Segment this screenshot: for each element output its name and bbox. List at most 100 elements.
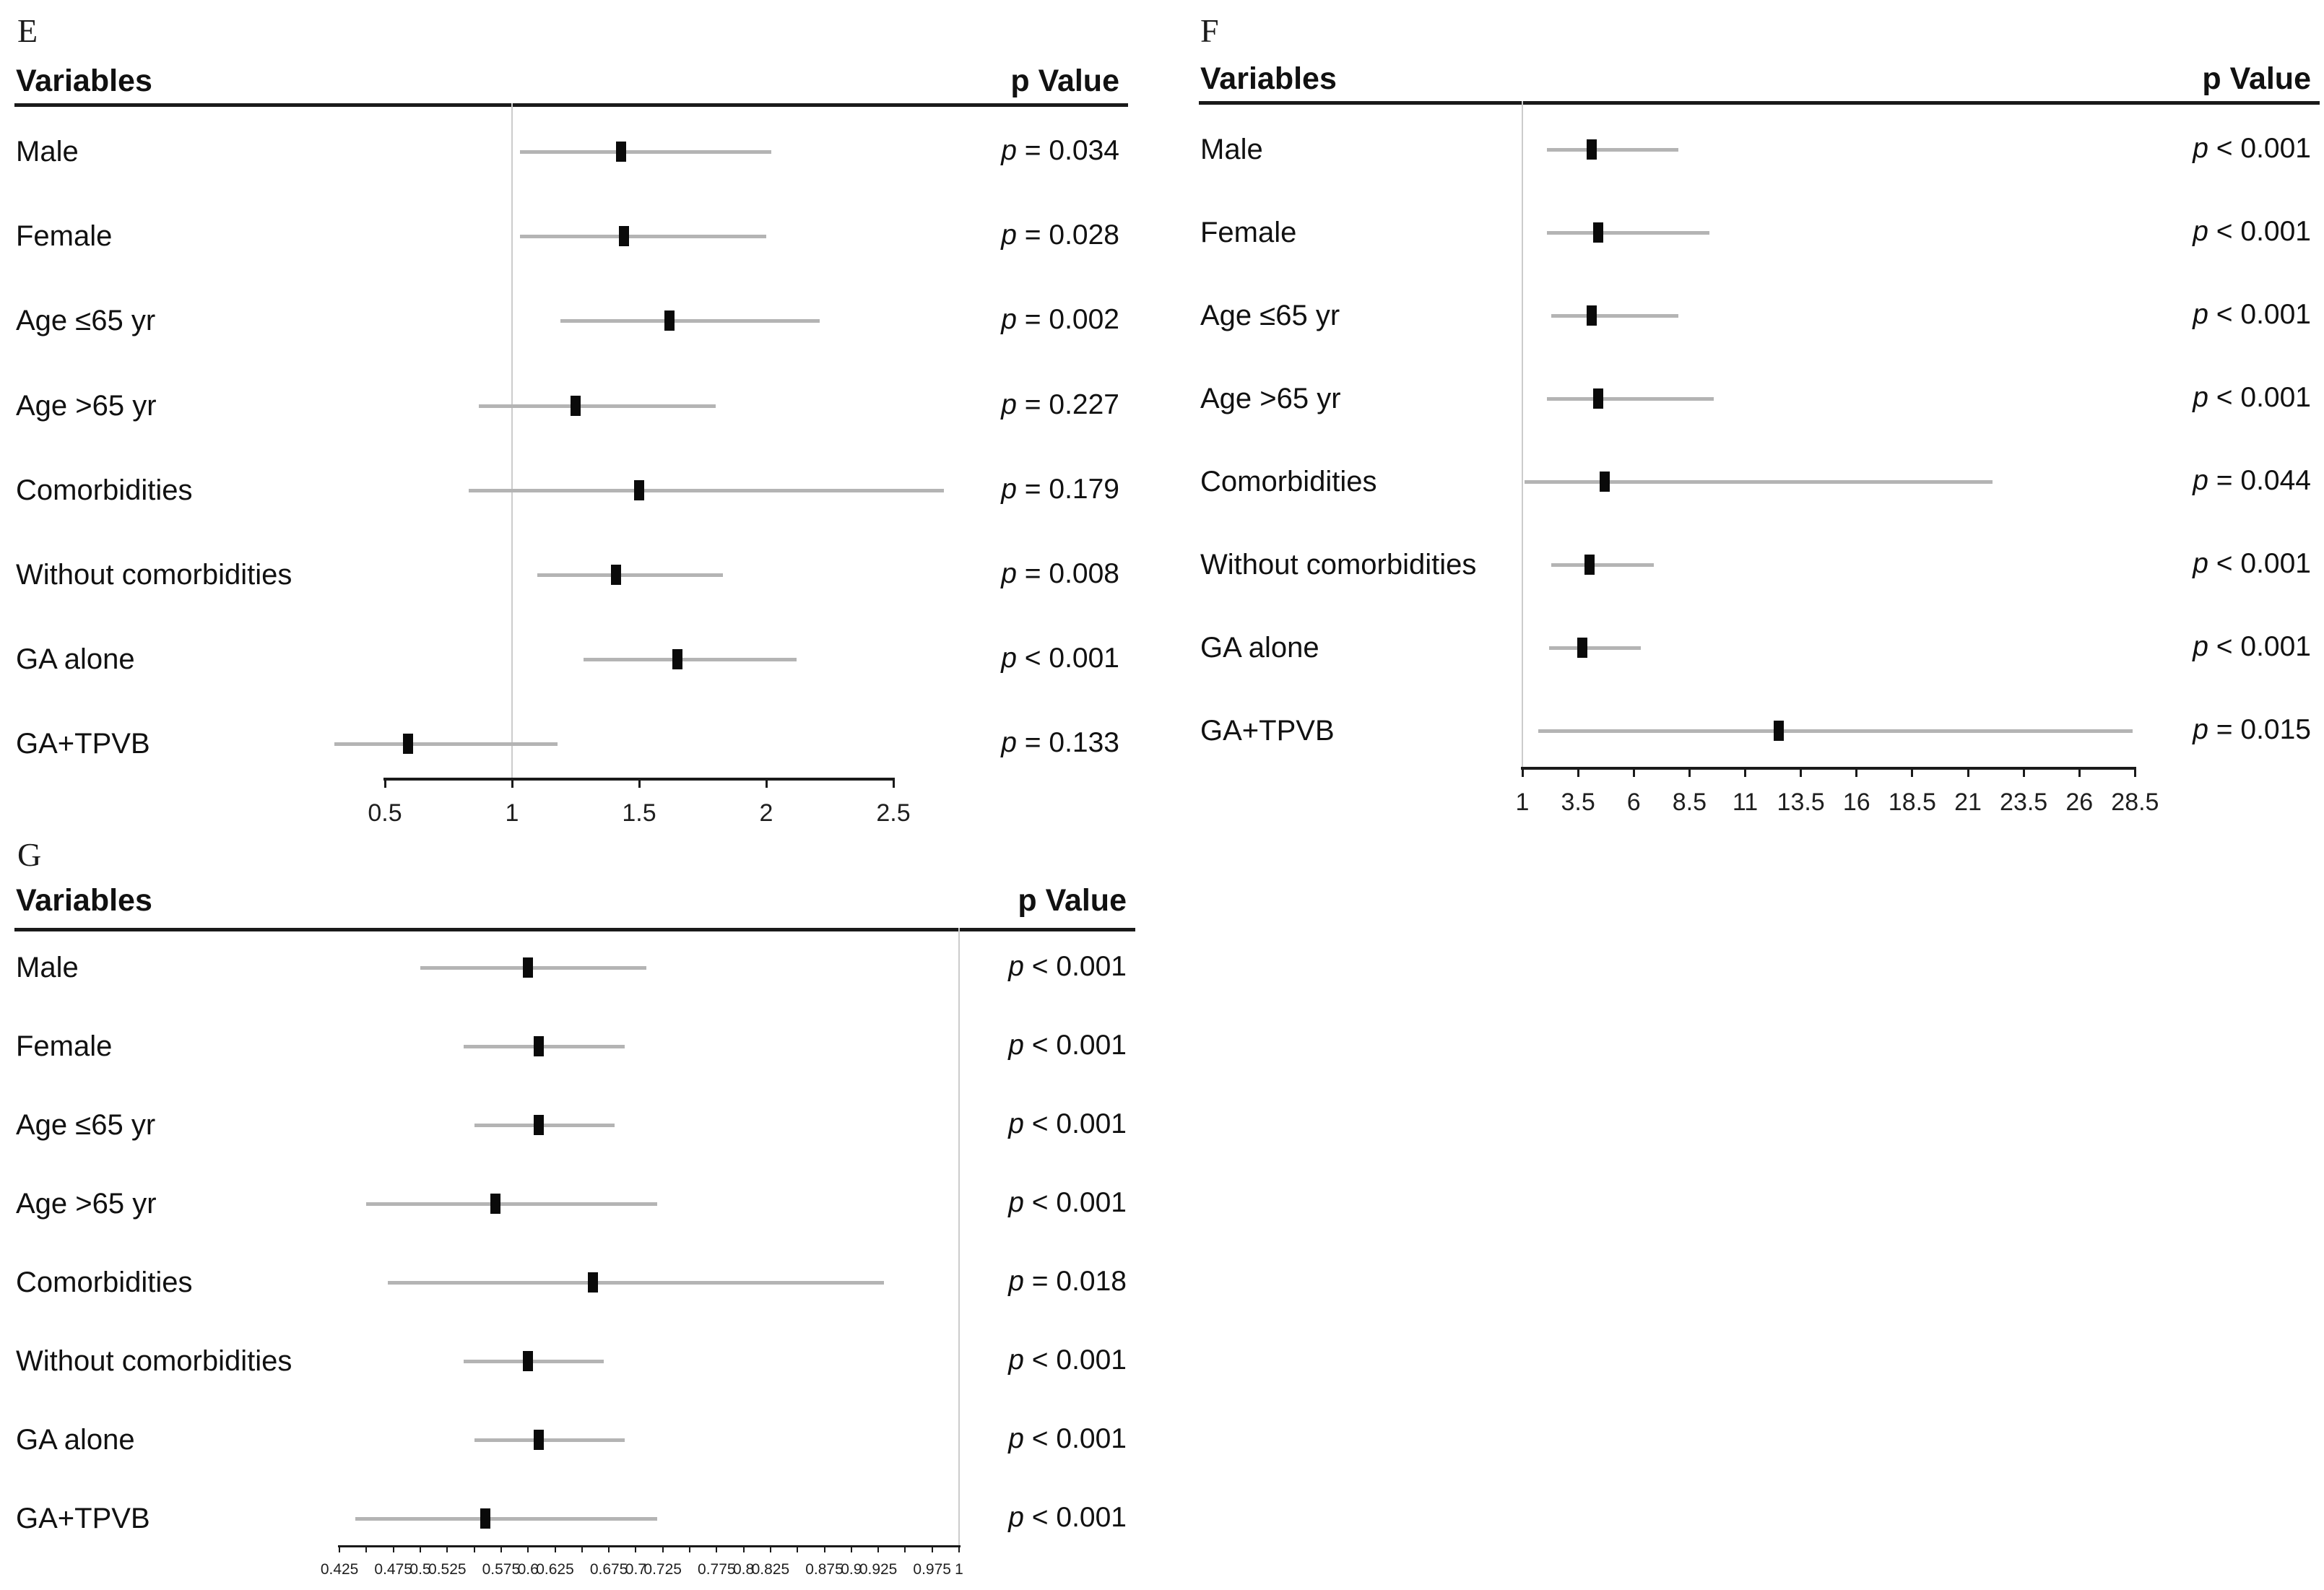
x-axis-tick-label: 0.575 — [482, 1561, 521, 1578]
point-estimate-marker — [1586, 305, 1597, 326]
p-value: p < 0.001 — [1001, 640, 1119, 677]
point-estimate-marker — [616, 142, 627, 162]
x-axis-tick — [662, 1545, 664, 1552]
point-estimate-marker — [1773, 721, 1784, 741]
x-axis-tick-label: 0.5 — [409, 1561, 431, 1578]
x-axis-tick — [850, 1545, 852, 1552]
p-value: p < 0.001 — [1008, 948, 1127, 986]
confidence-interval-line — [1525, 480, 1993, 484]
p-value-text: < 0.001 — [1023, 1187, 1127, 1218]
x-axis-tick — [339, 1545, 341, 1552]
x-axis-tick-label: 13.5 — [1777, 789, 1825, 816]
x-axis-tick-label: 1.5 — [622, 799, 656, 827]
reference-line — [958, 928, 960, 1545]
p-value: p < 0.001 — [2193, 130, 2311, 168]
row-variable-label: Without comorbidities — [16, 559, 292, 591]
p-symbol: p — [2193, 299, 2208, 330]
p-value: p < 0.001 — [1008, 1499, 1127, 1537]
p-value-text: < 0.001 — [2208, 382, 2311, 413]
x-axis-tick-label: 0.9 — [841, 1561, 862, 1578]
p-symbol: p — [1008, 1108, 1024, 1139]
x-axis-tick — [1577, 767, 1579, 777]
x-axis-tick — [958, 1545, 960, 1552]
p-symbol: p — [2193, 216, 2208, 247]
row-variable-label: Age >65 yr — [16, 389, 157, 422]
x-axis-tick-label: 1 — [955, 1561, 963, 1578]
row-variable-label: GA+TPVB — [16, 728, 150, 760]
p-value-text: < 0.001 — [1023, 951, 1127, 982]
x-axis-tick — [608, 1545, 610, 1552]
point-estimate-marker — [1584, 555, 1595, 575]
variables-column-header: Variables — [16, 64, 152, 98]
panel-letter: F — [1200, 12, 1219, 49]
confidence-interval-line — [560, 319, 820, 323]
x-axis-tick — [383, 778, 386, 788]
point-estimate-marker — [480, 1508, 490, 1529]
p-symbol: p — [1001, 473, 1017, 505]
confidence-interval-line — [1546, 148, 1678, 152]
x-axis-line — [1521, 767, 2137, 770]
x-axis-tick — [765, 778, 768, 788]
p-value-text: = 0.002 — [1016, 304, 1119, 336]
row-variable-label: Without comorbidities — [1200, 549, 1477, 581]
point-estimate-marker — [534, 1430, 545, 1450]
x-axis-tick-label: 0.725 — [643, 1561, 682, 1578]
point-estimate-marker — [1592, 222, 1603, 243]
p-symbol: p — [1008, 1030, 1024, 1061]
p-symbol: p — [1008, 951, 1024, 982]
x-axis-tick — [2133, 767, 2136, 777]
x-axis-tick-label: 0.7 — [625, 1561, 646, 1578]
p-value: p = 0.008 — [1001, 555, 1119, 593]
x-axis-tick — [446, 1545, 448, 1552]
confidence-interval-line — [474, 1124, 615, 1127]
point-estimate-marker — [672, 649, 682, 670]
x-axis-tick — [689, 1545, 690, 1552]
row-variable-label: Age ≤65 yr — [16, 1109, 156, 1141]
x-axis-tick-label: 0.6 — [517, 1561, 539, 1578]
p-value-text: < 0.001 — [1023, 1423, 1127, 1454]
row-variable-label: Without comorbidities — [16, 1345, 292, 1377]
p-value: p < 0.001 — [1008, 1184, 1127, 1222]
x-axis-tick — [716, 1545, 718, 1552]
p-symbol: p — [2193, 548, 2208, 579]
x-axis-tick-label: 16 — [1842, 789, 1870, 816]
confidence-interval-line — [537, 573, 724, 577]
row-variable-label: Female — [16, 1030, 113, 1062]
p-value: p < 0.001 — [1008, 1027, 1127, 1064]
x-axis-tick-label: 0.675 — [589, 1561, 628, 1578]
point-estimate-marker — [523, 957, 534, 978]
row-variable-label: Male — [1200, 134, 1263, 165]
forest-panel-g: G Variables p Value Male p < 0.001 Female p… — [14, 834, 1135, 1589]
p-value: p < 0.001 — [2193, 213, 2311, 251]
x-axis-tick — [1688, 767, 1691, 777]
x-axis-tick-label: 26 — [2065, 789, 2094, 816]
pvalue-column-header: p Value — [1010, 64, 1119, 98]
p-value: p < 0.001 — [1008, 1342, 1127, 1379]
point-estimate-marker — [611, 565, 622, 585]
x-axis-tick-label: 28.5 — [2111, 789, 2159, 816]
p-symbol: p — [1001, 135, 1017, 166]
x-axis-tick — [635, 1545, 637, 1552]
p-value: p < 0.001 — [2193, 296, 2311, 334]
x-axis-tick — [638, 778, 641, 788]
point-estimate-marker — [1586, 139, 1597, 160]
p-symbol: p — [1008, 1266, 1024, 1297]
p-symbol: p — [1001, 388, 1017, 420]
header-rule — [14, 928, 1135, 931]
p-value: p = 0.044 — [2193, 462, 2311, 500]
x-axis-tick-label: 8.5 — [1672, 789, 1707, 816]
variables-column-header: Variables — [1200, 61, 1337, 96]
x-axis-tick-label: 0.775 — [698, 1561, 736, 1578]
p-value-text: = 0.034 — [1016, 135, 1119, 166]
x-axis-tick — [581, 1545, 583, 1552]
x-axis-tick — [797, 1545, 799, 1552]
row-variable-label: GA alone — [1200, 632, 1319, 664]
point-estimate-marker — [534, 1036, 545, 1056]
x-axis-tick — [742, 1545, 745, 1552]
p-symbol: p — [1001, 304, 1017, 336]
x-axis-tick — [511, 778, 513, 788]
p-value-text: = 0.227 — [1016, 388, 1119, 420]
p-value-text: < 0.001 — [2208, 631, 2311, 662]
x-axis-tick-label: 0.925 — [859, 1561, 898, 1578]
